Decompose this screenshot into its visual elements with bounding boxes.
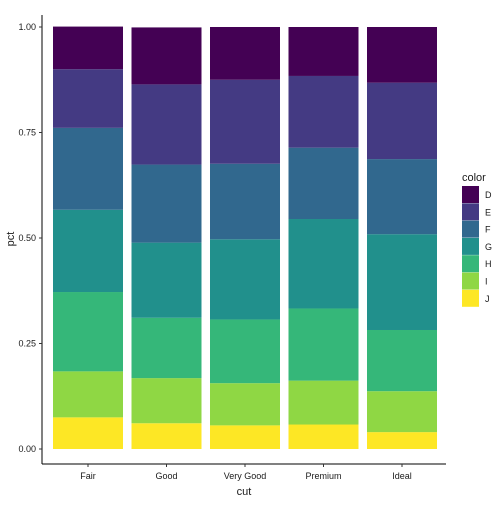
bar-segment-E-fair xyxy=(53,69,123,128)
bar-segment-H-premium xyxy=(288,308,359,381)
bar-segment-H-good xyxy=(131,317,202,379)
bar-segment-D-good xyxy=(131,27,202,85)
bar-segment-H-ideal xyxy=(367,330,437,392)
bar-segment-D-premium xyxy=(288,27,359,76)
axes-layer xyxy=(41,15,446,465)
bar-segment-J-very-good xyxy=(210,425,280,449)
legend-key-H xyxy=(462,255,479,273)
bar-segment-I-fair xyxy=(53,371,123,418)
bar-segment-E-ideal xyxy=(367,82,437,160)
bar-segment-F-fair xyxy=(53,127,123,210)
legend-label-E: E xyxy=(485,207,491,217)
bar-segment-J-fair xyxy=(53,417,123,449)
y-tick-label: 0.00 xyxy=(18,444,36,454)
legend-label-G: G xyxy=(485,242,492,252)
legend-key-D xyxy=(462,186,479,203)
x-axis-title: cut xyxy=(237,486,252,498)
x-tick-label: Fair xyxy=(80,471,96,481)
bar-segment-G-very-good xyxy=(210,239,280,320)
x-tick-label: Ideal xyxy=(392,471,412,481)
bars-layer xyxy=(53,26,437,449)
bar-segment-I-good xyxy=(131,378,202,424)
legend-key-E xyxy=(462,203,479,221)
legend-label-I: I xyxy=(485,277,488,287)
y-ticks: 0.00 0.25 0.50 0.75 1.00 xyxy=(18,22,42,454)
y-tick-label: 0.50 xyxy=(18,233,36,243)
bar-segment-F-good xyxy=(131,164,202,243)
y-tick-label: 1.00 xyxy=(18,22,36,32)
bar-segment-E-good xyxy=(131,84,202,165)
bar-segment-D-fair xyxy=(53,26,123,70)
legend-label-F: F xyxy=(485,225,491,235)
y-tick-label: 0.75 xyxy=(18,128,36,138)
legend-key-I xyxy=(462,272,479,290)
bar-segment-D-very-good xyxy=(210,27,280,80)
x-ticks: Fair Good Very Good Premium Ideal xyxy=(80,464,412,481)
bar-segment-G-good xyxy=(131,242,202,318)
bar-segment-I-very-good xyxy=(210,383,280,426)
legend-key-J xyxy=(462,289,479,307)
y-tick-label: 0.25 xyxy=(18,339,36,349)
bar-segment-J-premium xyxy=(288,424,359,449)
bar-segment-G-premium xyxy=(288,219,359,309)
x-tick-label: Very Good xyxy=(224,471,267,481)
legend-label-H: H xyxy=(485,259,492,269)
legend-label-D: D xyxy=(485,190,492,200)
bar-segment-J-good xyxy=(131,423,202,449)
legend-key-F xyxy=(462,220,479,238)
bar-segment-G-fair xyxy=(53,209,123,293)
bar-segment-I-premium xyxy=(288,380,359,425)
bar-segment-D-ideal xyxy=(367,27,437,83)
legend-title: color xyxy=(462,172,486,184)
bar-segment-F-ideal xyxy=(367,159,437,235)
bar-segment-F-very-good xyxy=(210,163,280,240)
bar-segment-G-ideal xyxy=(367,234,437,330)
bar-segment-I-ideal xyxy=(367,391,437,433)
bar-segment-J-ideal xyxy=(367,432,437,449)
legend-key-G xyxy=(462,237,479,255)
bar-segment-E-premium xyxy=(288,75,359,148)
x-tick-label: Premium xyxy=(305,471,341,481)
bar-segment-E-very-good xyxy=(210,79,280,164)
bar-segment-F-premium xyxy=(288,147,359,220)
y-axis-title: pct xyxy=(5,232,17,247)
x-tick-label: Good xyxy=(155,471,177,481)
bar-segment-H-very-good xyxy=(210,319,280,384)
bar-segment-H-fair xyxy=(53,292,123,372)
legend-label-J: J xyxy=(485,294,490,304)
